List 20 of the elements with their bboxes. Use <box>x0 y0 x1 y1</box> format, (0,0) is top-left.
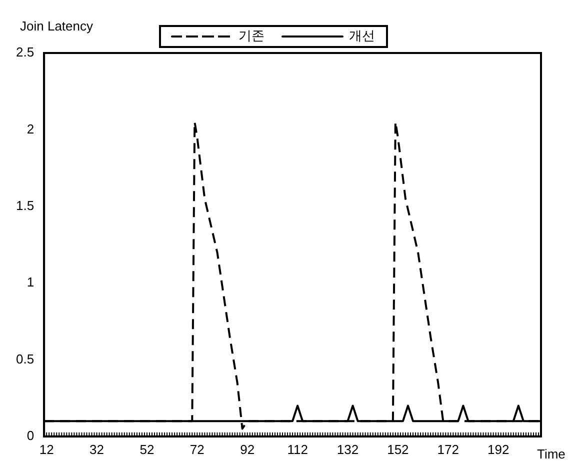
x-tick-label: 172 <box>437 442 459 457</box>
x-tick-label: 112 <box>287 442 308 457</box>
x-axis-title: Time <box>537 446 566 462</box>
x-tick-label: 192 <box>487 442 510 457</box>
legend-label: 개선 <box>349 28 375 44</box>
x-tick-label: 92 <box>240 442 255 457</box>
y-tick-label: 1.5 <box>16 198 34 213</box>
y-axis-title: Join Latency <box>20 18 94 34</box>
legend-label: 기존 <box>238 28 264 44</box>
y-tick-label: 0.5 <box>16 351 34 366</box>
x-tick-label: 152 <box>387 442 409 457</box>
x-tick-label: 12 <box>39 442 54 457</box>
x-tick-label: 132 <box>336 442 359 457</box>
y-tick-label: 0 <box>26 428 34 443</box>
x-tick-label: 32 <box>90 442 104 457</box>
y-tick-label: 2 <box>26 121 34 136</box>
y-tick-label: 2.5 <box>16 44 34 60</box>
y-tick-label: 1 <box>26 274 34 290</box>
x-tick-label: 72 <box>190 442 204 457</box>
x-tick-label: 52 <box>140 442 154 457</box>
